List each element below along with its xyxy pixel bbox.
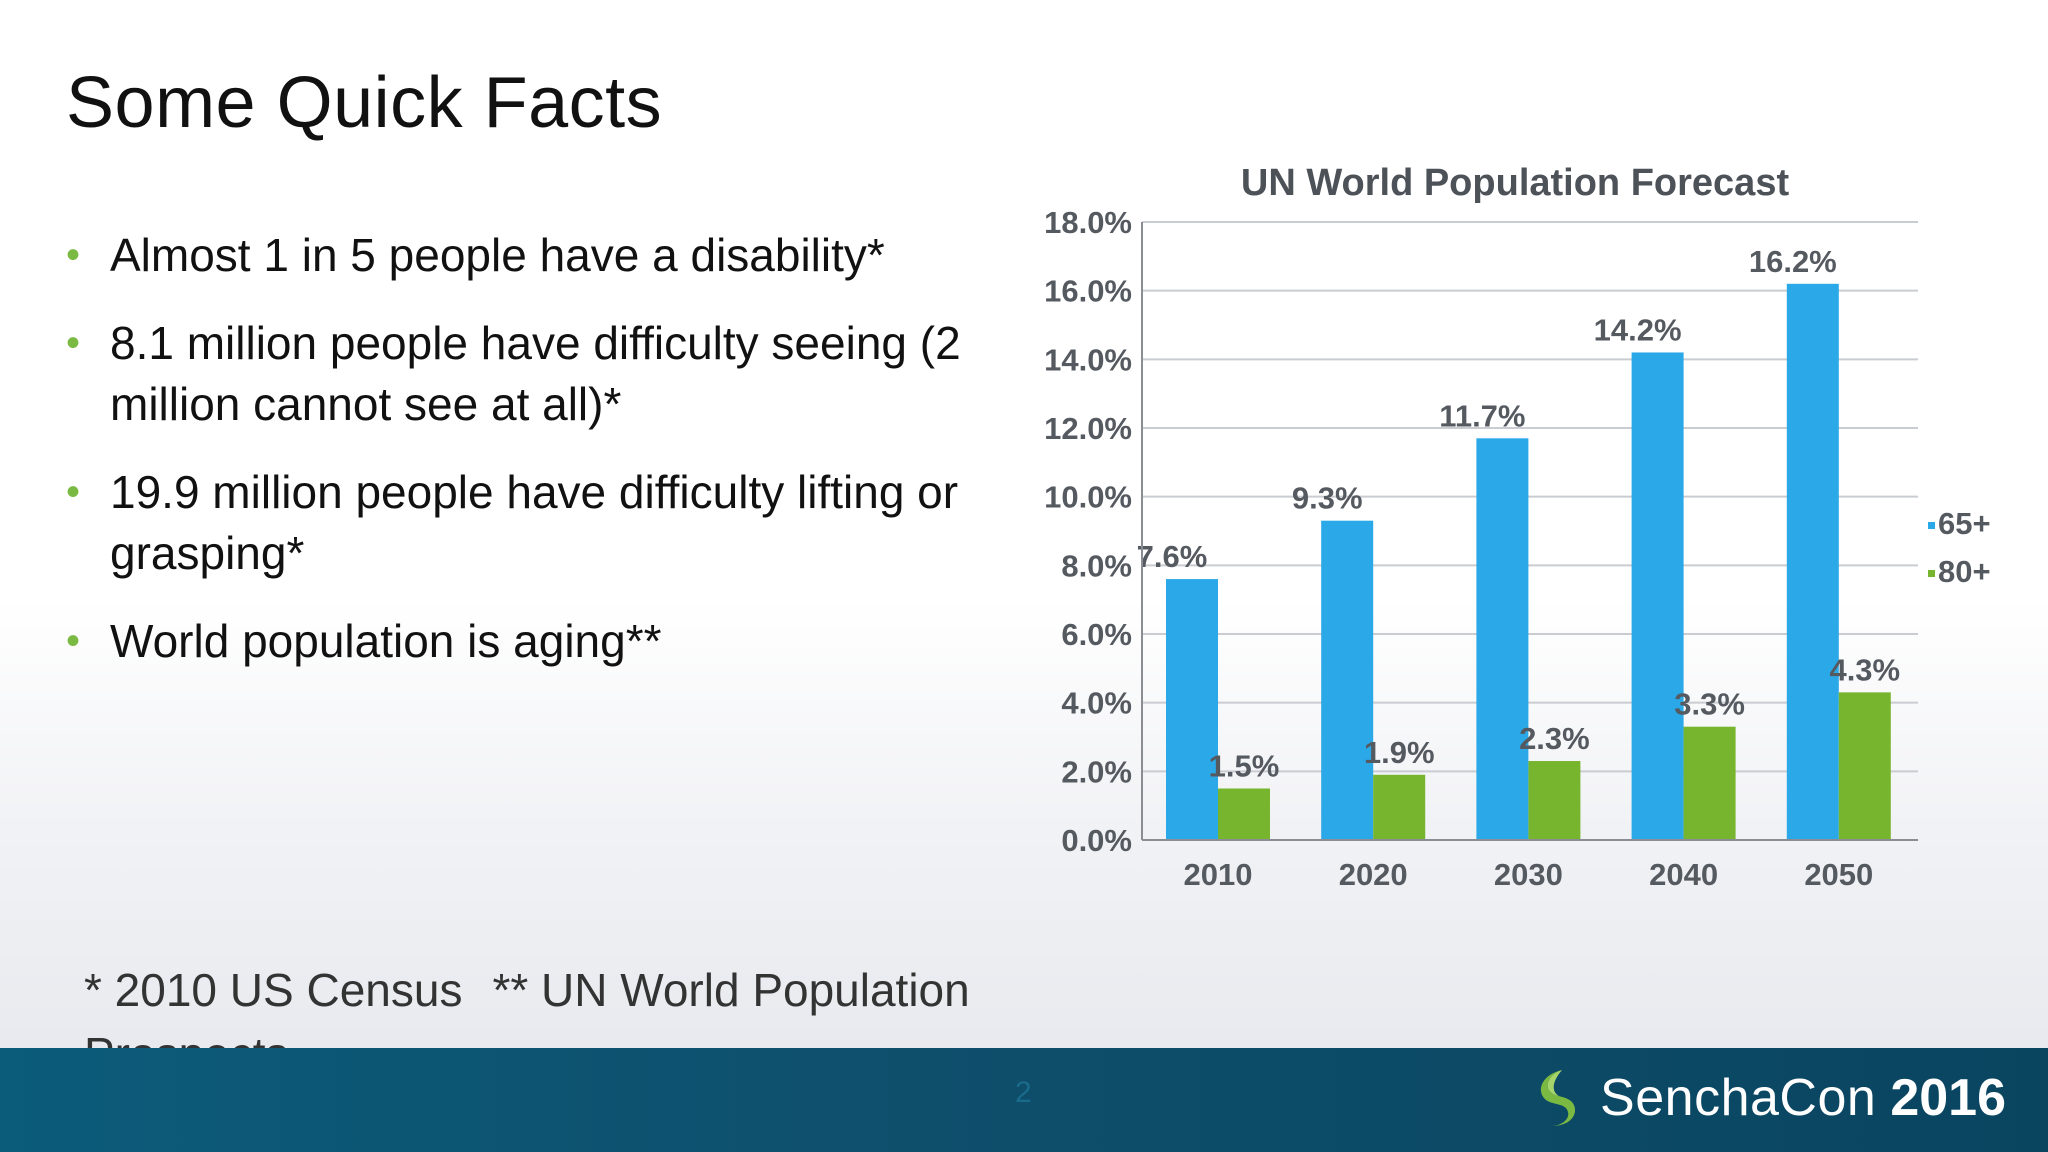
- bullet-dot-icon: •: [66, 233, 81, 277]
- bar-65+-2040: [1631, 352, 1684, 840]
- data-label: 3.3%: [1674, 687, 1745, 722]
- bullet-dot-icon: •: [66, 470, 81, 514]
- brand-name: SenchaCon: [1600, 1069, 1877, 1127]
- x-tick-label: 2010: [1184, 857, 1253, 892]
- data-label: 9.3%: [1292, 481, 1363, 516]
- data-label: 14.2%: [1594, 312, 1682, 347]
- bar-80+-2020: [1373, 774, 1426, 840]
- y-tick-label: 6.0%: [1061, 617, 1132, 652]
- sencha-logo-icon: [1540, 1070, 1576, 1126]
- bullet-text: Almost 1 in 5 people have a disability*: [110, 229, 885, 281]
- bar-80+-2030: [1528, 761, 1581, 840]
- data-label: 1.5%: [1209, 749, 1280, 784]
- page-number: 2: [1015, 1076, 1032, 1109]
- x-tick-label: 2050: [1804, 857, 1873, 892]
- legend-label: 80+: [1938, 554, 1991, 589]
- bar-65+-2020: [1321, 520, 1374, 840]
- y-tick-label: 12.0%: [1044, 411, 1132, 446]
- brand: SenchaCon 2016: [1532, 1068, 2006, 1128]
- bar-80+-2050: [1838, 692, 1891, 840]
- legend-swatch: [1928, 570, 1935, 577]
- slide-title: Some Quick Facts: [66, 63, 663, 143]
- data-label: 16.2%: [1749, 244, 1837, 279]
- bullet-dot-icon: •: [66, 619, 81, 663]
- footnote-census: * 2010 US Census: [84, 964, 463, 1016]
- x-tick-label: 2030: [1494, 857, 1563, 892]
- y-tick-label: 16.0%: [1044, 274, 1132, 309]
- x-tick-label: 2040: [1649, 857, 1718, 892]
- bar-65+-2030: [1476, 438, 1529, 840]
- data-label: 2.3%: [1519, 721, 1590, 756]
- data-label: 7.6%: [1137, 539, 1208, 574]
- y-tick-label: 8.0%: [1061, 548, 1132, 583]
- footer-bar: 2 SenchaCon 2016: [0, 1048, 2048, 1152]
- y-tick-label: 4.0%: [1061, 686, 1132, 721]
- bar-65+-2050: [1786, 283, 1839, 840]
- y-tick-label: 14.0%: [1044, 342, 1132, 377]
- legend-swatch: [1928, 522, 1935, 529]
- bullet-text: 19.9 million people have difficulty lift…: [110, 466, 959, 579]
- bullet-text: 8.1 million people have difficulty seein…: [110, 317, 961, 430]
- brand-year: 2016: [1890, 1069, 2006, 1127]
- y-tick-label: 2.0%: [1061, 754, 1132, 789]
- bullet-item: • Almost 1 in 5 people have a disability*: [66, 225, 966, 286]
- bar-80+-2040: [1683, 726, 1736, 840]
- y-tick-label: 10.0%: [1044, 480, 1132, 515]
- population-chart: UN World Population Forecast 7.6% 1.5% 9.3…: [1000, 150, 2020, 910]
- bullet-text: World population is aging**: [110, 615, 662, 667]
- bar-80+-2010: [1218, 788, 1270, 840]
- chart-bars: 7.6% 1.5% 9.3% 1.9% 11.7% 2.3% 14.2% 3.3% 16.2% 4…: [1137, 244, 1900, 840]
- data-label: 11.7%: [1439, 398, 1525, 433]
- chart-title: UN World Population Forecast: [1241, 162, 1790, 204]
- bullet-list: • Almost 1 in 5 people have a disability*…: [66, 225, 966, 699]
- bullet-item: • 19.9 million people have difficulty lif…: [66, 462, 966, 584]
- bullet-dot-icon: •: [66, 321, 81, 365]
- x-tick-label: 2020: [1339, 857, 1408, 892]
- legend-label: 65+: [1938, 506, 1991, 541]
- bullet-item: • 8.1 million people have difficulty seei…: [66, 313, 966, 435]
- chart-axes: 0.0% 2.0% 4.0% 6.0% 8.0% 10.0% 12.0% 14.0% 16.0%…: [1044, 205, 1918, 892]
- bullet-item: • World population is aging**: [66, 611, 966, 672]
- data-label: 4.3%: [1829, 652, 1900, 687]
- data-label: 1.9%: [1364, 735, 1435, 770]
- y-tick-label: 0.0%: [1061, 823, 1132, 858]
- y-tick-label: 18.0%: [1044, 205, 1132, 240]
- chart-legend: 65+80+: [1928, 506, 1991, 589]
- chart-grid: [1142, 221, 1918, 841]
- bar-65+-2010: [1166, 579, 1218, 840]
- chart-svg: UN World Population Forecast 7.6% 1.5% 9.3…: [1044, 162, 1991, 892]
